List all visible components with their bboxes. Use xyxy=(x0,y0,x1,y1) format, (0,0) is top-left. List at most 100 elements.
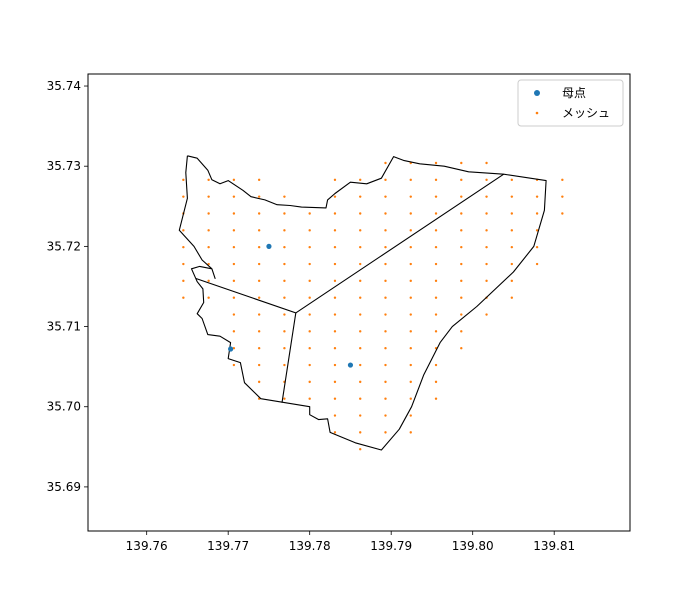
mesh-point xyxy=(460,212,463,215)
mesh-point xyxy=(384,431,387,434)
mesh-point xyxy=(460,313,463,316)
mesh-point xyxy=(359,431,362,434)
mesh-point xyxy=(283,397,286,400)
mesh-point xyxy=(359,414,362,417)
mesh-point xyxy=(308,347,311,350)
mesh-point xyxy=(485,245,488,249)
mesh-point xyxy=(283,313,286,316)
mesh-point xyxy=(510,296,514,299)
mesh-point xyxy=(359,330,362,333)
mesh-point xyxy=(283,245,286,249)
mesh-point xyxy=(384,330,387,333)
legend: 母点 メッシュ xyxy=(517,79,624,127)
mesh-points xyxy=(182,161,564,451)
mesh-point xyxy=(232,347,236,350)
mesh-point xyxy=(333,178,337,182)
plot-area-frame xyxy=(87,73,631,532)
mesh-point xyxy=(283,363,286,367)
mesh-point xyxy=(359,347,362,350)
mesh-point xyxy=(359,178,362,182)
mesh-point xyxy=(359,363,362,367)
mesh-point xyxy=(359,212,362,215)
mesh-point xyxy=(359,296,362,299)
mesh-point xyxy=(485,279,488,283)
mesh-point xyxy=(384,195,387,198)
mesh-point xyxy=(460,195,463,198)
mesh-point xyxy=(561,212,564,215)
mesh-point xyxy=(308,363,311,367)
mesh-point xyxy=(434,178,438,182)
mesh-point xyxy=(384,347,387,350)
mesh-point xyxy=(460,178,463,182)
mesh-point xyxy=(485,212,488,215)
mesh-point xyxy=(207,279,210,283)
mesh-point xyxy=(561,195,564,198)
mesh-point xyxy=(232,229,236,232)
mesh-point xyxy=(535,245,539,249)
mesh-point xyxy=(409,363,412,367)
mesh-point xyxy=(283,212,286,215)
mesh-point xyxy=(409,313,412,316)
mesh-point xyxy=(359,380,362,384)
mesh-point xyxy=(333,245,337,249)
mesh-point xyxy=(283,296,286,299)
mesh-point xyxy=(283,330,286,333)
mesh-point xyxy=(359,279,362,283)
mesh-point xyxy=(510,212,514,215)
internal-boundary-line xyxy=(195,173,505,314)
mesh-point xyxy=(434,262,438,266)
mesh-point xyxy=(485,178,488,182)
mesh-point xyxy=(333,296,337,299)
mesh-point xyxy=(283,229,286,232)
mesh-point xyxy=(308,330,311,333)
mesh-point xyxy=(207,178,210,182)
mesh-point xyxy=(308,279,311,283)
mesh-point xyxy=(460,229,463,232)
mesh-point xyxy=(460,161,463,165)
mesh-point xyxy=(359,195,362,198)
mesh-point xyxy=(535,262,539,266)
mesh-point xyxy=(207,296,210,299)
mesh-point xyxy=(384,178,387,182)
mesh-point xyxy=(182,229,185,232)
legend-marker-parent xyxy=(534,90,540,96)
mesh-point xyxy=(434,161,438,165)
x-tick-label: 139.80 xyxy=(452,539,494,553)
mesh-point xyxy=(460,330,463,333)
mesh-point xyxy=(384,313,387,316)
legend-label-parent: 母点 xyxy=(562,86,586,100)
y-tick-label: 35.73 xyxy=(47,159,81,173)
mesh-point xyxy=(409,397,412,400)
mesh-point xyxy=(561,178,564,182)
mesh-point xyxy=(333,313,337,316)
mesh-point xyxy=(434,279,438,283)
legend-label-mesh: メッシュ xyxy=(562,106,610,120)
mesh-point xyxy=(460,347,463,350)
mesh-point xyxy=(359,245,362,249)
mesh-point xyxy=(384,229,387,232)
mesh-point xyxy=(460,245,463,249)
mesh-point xyxy=(384,212,387,215)
mesh-point xyxy=(257,313,261,316)
mesh-point xyxy=(308,313,311,316)
mesh-point xyxy=(333,195,337,198)
mesh-point xyxy=(384,397,387,400)
mesh-point xyxy=(308,229,311,232)
internal-boundary-line xyxy=(281,312,297,403)
mesh-point xyxy=(485,161,488,165)
x-tick-label: 139.76 xyxy=(126,539,168,553)
x-tick-label: 139.78 xyxy=(289,539,331,553)
mesh-point xyxy=(257,330,261,333)
x-axis-ticks: 139.76 139.77 139.78 139.79 139.80 139.81 xyxy=(126,531,575,553)
mesh-point xyxy=(485,195,488,198)
mesh-point xyxy=(409,178,412,182)
mesh-point xyxy=(359,262,362,266)
mesh-point xyxy=(434,229,438,232)
mesh-point xyxy=(359,229,362,232)
parent-point xyxy=(347,362,354,368)
mesh-point xyxy=(308,380,311,384)
mesh-point xyxy=(434,397,438,400)
parent-points xyxy=(228,243,354,368)
mesh-point xyxy=(257,296,261,299)
mesh-point xyxy=(384,279,387,283)
